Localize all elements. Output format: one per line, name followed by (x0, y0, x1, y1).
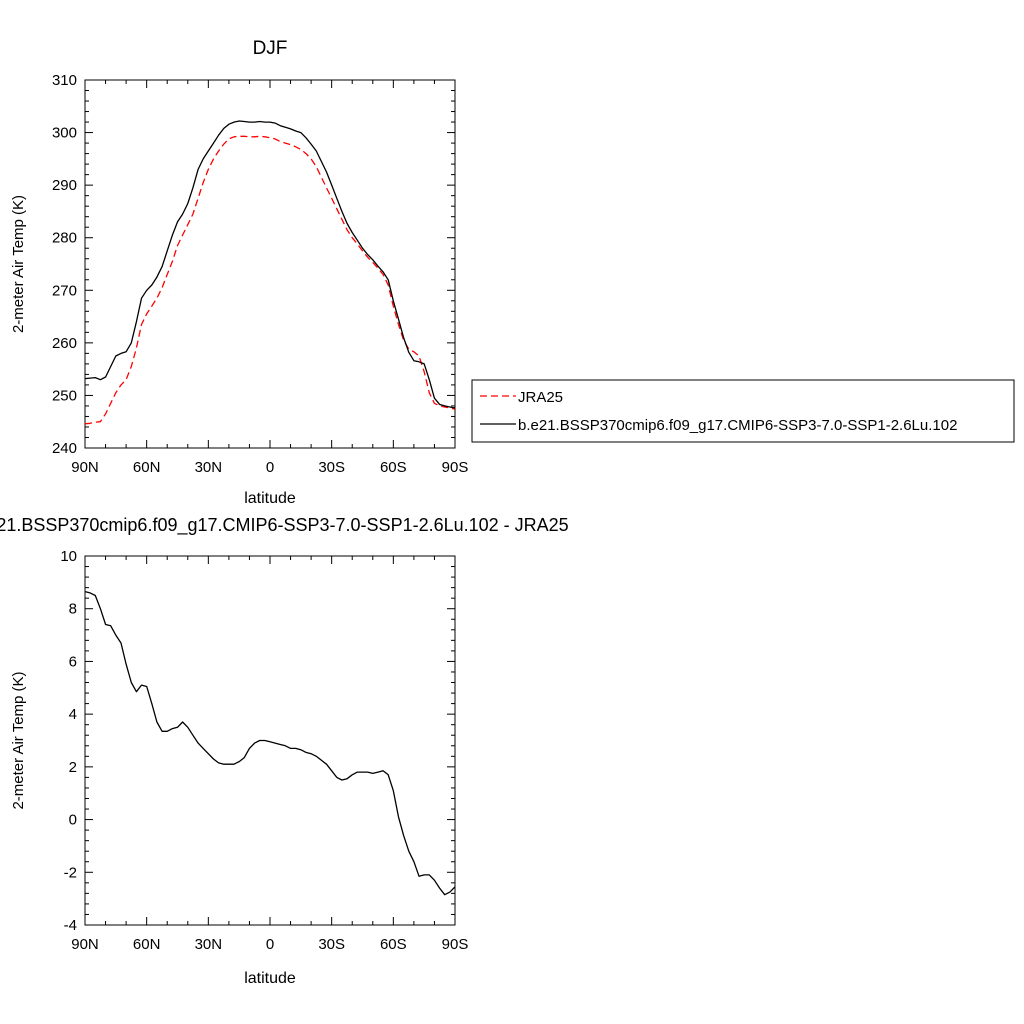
plot-frame (84, 79, 456, 449)
series-line-0 (84, 135, 456, 425)
y-tick-label: 310 (52, 72, 77, 89)
y-tick-label: 260 (52, 335, 77, 352)
plot-frame (84, 555, 456, 926)
x-tick-label: 90S (442, 936, 469, 953)
y-tick-label: 300 (52, 125, 77, 142)
y-tick-label: 270 (52, 282, 77, 299)
y-tick-label: 10 (60, 548, 77, 565)
legend-label: JRA25 (518, 389, 563, 406)
y-tick-label: 2 (69, 759, 77, 776)
y-tick-label: 250 (52, 387, 77, 404)
x-axis-label: latitude (244, 490, 296, 507)
x-tick-label: 60N (133, 936, 161, 953)
x-tick-label: 30S (318, 936, 345, 953)
x-tick-label: 0 (266, 936, 274, 953)
y-tick-label: 280 (52, 230, 77, 247)
x-tick-label: 30N (195, 936, 223, 953)
y-axis-label: 2-meter Air Temp (K) (10, 671, 27, 809)
legend-box (471, 379, 1015, 443)
x-tick-label: 90N (71, 459, 99, 476)
y-tick-label: -4 (64, 917, 77, 934)
x-tick-label: 30N (195, 459, 223, 476)
y-tick-label: 8 (69, 601, 77, 618)
x-tick-label: 60S (380, 459, 407, 476)
x-tick-label: 30S (318, 459, 345, 476)
legend-label: b.e21.BSSP370cmip6.f09_g17.CMIP6-SSP3-7.… (518, 417, 957, 434)
y-tick-label: 0 (69, 812, 77, 829)
chart-title: b.e21.BSSP370cmip6.f09_g17.CMIP6-SSP3-7.… (0, 515, 569, 536)
x-tick-label: 60N (133, 459, 161, 476)
series-line-1 (84, 120, 456, 409)
y-tick-label: -2 (64, 864, 77, 881)
y-axis-label: 2-meter Air Temp (K) (10, 195, 27, 333)
y-tick-label: 240 (52, 440, 77, 457)
y-tick-label: 290 (52, 177, 77, 194)
series-line-0 (84, 590, 456, 896)
x-tick-label: 90N (71, 936, 99, 953)
y-tick-label: 6 (69, 653, 77, 670)
x-axis-label: latitude (244, 970, 296, 987)
x-tick-label: 90S (442, 459, 469, 476)
chart-title: DJF (253, 38, 288, 59)
x-tick-label: 60S (380, 936, 407, 953)
x-tick-label: 0 (266, 459, 274, 476)
y-tick-label: 4 (69, 706, 77, 723)
